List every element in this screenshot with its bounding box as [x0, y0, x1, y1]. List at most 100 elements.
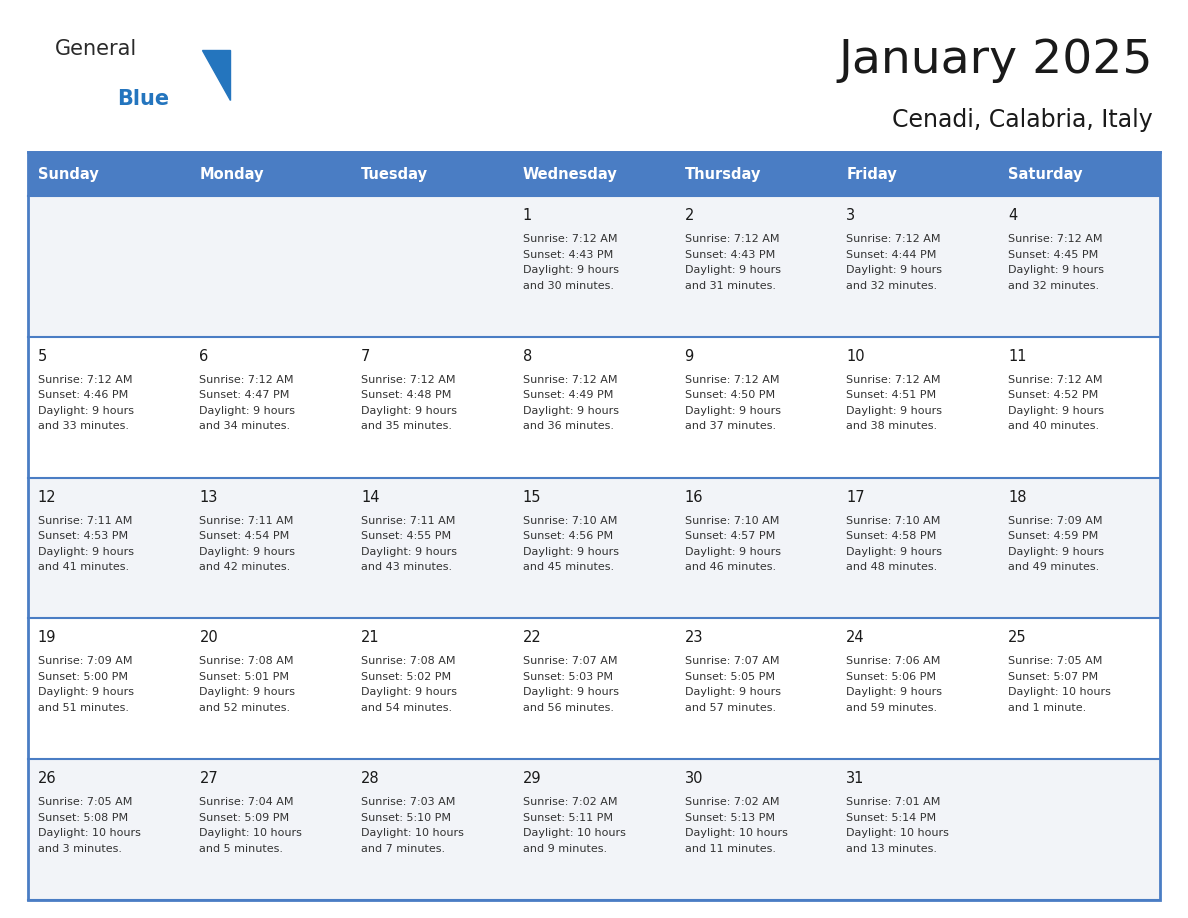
Text: Sunset: 4:51 PM: Sunset: 4:51 PM: [846, 390, 936, 400]
Bar: [836, 337, 998, 477]
Text: Daylight: 9 hours: Daylight: 9 hours: [200, 406, 296, 416]
Text: Daylight: 9 hours: Daylight: 9 hours: [361, 688, 457, 698]
Bar: [998, 619, 1159, 759]
Text: 3: 3: [846, 208, 855, 223]
Text: Sunrise: 7:01 AM: Sunrise: 7:01 AM: [846, 797, 941, 807]
Text: and 7 minutes.: and 7 minutes.: [361, 844, 446, 854]
Bar: [836, 759, 998, 900]
Text: and 35 minutes.: and 35 minutes.: [361, 421, 453, 431]
Text: 1: 1: [523, 208, 532, 223]
Bar: [190, 477, 352, 619]
Text: Sunrise: 7:10 AM: Sunrise: 7:10 AM: [523, 516, 618, 526]
Bar: [190, 152, 352, 196]
Text: Sunset: 5:03 PM: Sunset: 5:03 PM: [523, 672, 613, 682]
Text: Sunset: 5:13 PM: Sunset: 5:13 PM: [684, 812, 775, 823]
Text: Sunrise: 7:12 AM: Sunrise: 7:12 AM: [38, 375, 132, 385]
Text: Sunset: 4:47 PM: Sunset: 4:47 PM: [200, 390, 290, 400]
Bar: [29, 619, 190, 759]
Text: 7: 7: [361, 349, 371, 364]
Text: Sunset: 5:10 PM: Sunset: 5:10 PM: [361, 812, 451, 823]
Bar: [513, 196, 675, 337]
Bar: [836, 619, 998, 759]
Bar: [675, 619, 836, 759]
Text: Sunset: 4:49 PM: Sunset: 4:49 PM: [523, 390, 613, 400]
Text: and 3 minutes.: and 3 minutes.: [38, 844, 121, 854]
Text: and 40 minutes.: and 40 minutes.: [1007, 421, 1099, 431]
Bar: [675, 196, 836, 337]
Text: and 13 minutes.: and 13 minutes.: [846, 844, 937, 854]
Text: Sunrise: 7:12 AM: Sunrise: 7:12 AM: [1007, 375, 1102, 385]
Text: Sunrise: 7:06 AM: Sunrise: 7:06 AM: [846, 656, 941, 666]
Text: Sunset: 4:44 PM: Sunset: 4:44 PM: [846, 250, 936, 260]
Text: Friday: Friday: [846, 166, 897, 182]
Text: and 59 minutes.: and 59 minutes.: [846, 703, 937, 713]
Bar: [190, 337, 352, 477]
Text: 26: 26: [38, 771, 56, 786]
Bar: [190, 619, 352, 759]
Text: 13: 13: [200, 489, 217, 505]
Text: 24: 24: [846, 631, 865, 645]
Text: Sunrise: 7:08 AM: Sunrise: 7:08 AM: [361, 656, 456, 666]
Bar: [29, 152, 1159, 900]
Text: Blue: Blue: [116, 89, 169, 109]
Text: Sunrise: 7:02 AM: Sunrise: 7:02 AM: [523, 797, 618, 807]
Text: Sunrise: 7:11 AM: Sunrise: 7:11 AM: [38, 516, 132, 526]
Text: 20: 20: [200, 631, 219, 645]
Text: Sunset: 5:05 PM: Sunset: 5:05 PM: [684, 672, 775, 682]
Polygon shape: [202, 50, 230, 100]
Text: and 36 minutes.: and 36 minutes.: [523, 421, 614, 431]
Text: and 56 minutes.: and 56 minutes.: [523, 703, 614, 713]
Text: Saturday: Saturday: [1007, 166, 1082, 182]
Text: 23: 23: [684, 631, 703, 645]
Text: 10: 10: [846, 349, 865, 364]
Text: Sunset: 4:54 PM: Sunset: 4:54 PM: [200, 532, 290, 541]
Text: Sunrise: 7:12 AM: Sunrise: 7:12 AM: [684, 375, 779, 385]
Bar: [675, 759, 836, 900]
Text: Sunset: 4:55 PM: Sunset: 4:55 PM: [361, 532, 451, 541]
Text: 27: 27: [200, 771, 219, 786]
Text: 15: 15: [523, 489, 542, 505]
Text: and 43 minutes.: and 43 minutes.: [361, 562, 453, 572]
Text: Sunset: 4:58 PM: Sunset: 4:58 PM: [846, 532, 936, 541]
Text: Sunrise: 7:12 AM: Sunrise: 7:12 AM: [523, 375, 618, 385]
Text: Thursday: Thursday: [684, 166, 762, 182]
Text: Sunset: 4:43 PM: Sunset: 4:43 PM: [684, 250, 775, 260]
Text: 30: 30: [684, 771, 703, 786]
Text: Sunrise: 7:12 AM: Sunrise: 7:12 AM: [684, 234, 779, 244]
Text: and 33 minutes.: and 33 minutes.: [38, 421, 128, 431]
Text: Sunrise: 7:08 AM: Sunrise: 7:08 AM: [200, 656, 293, 666]
Text: and 54 minutes.: and 54 minutes.: [361, 703, 453, 713]
Text: and 57 minutes.: and 57 minutes.: [684, 703, 776, 713]
Text: Sunrise: 7:05 AM: Sunrise: 7:05 AM: [38, 797, 132, 807]
Text: and 41 minutes.: and 41 minutes.: [38, 562, 128, 572]
Text: Sunrise: 7:12 AM: Sunrise: 7:12 AM: [523, 234, 618, 244]
Text: and 30 minutes.: and 30 minutes.: [523, 281, 614, 290]
Text: and 9 minutes.: and 9 minutes.: [523, 844, 607, 854]
Text: Sunset: 4:43 PM: Sunset: 4:43 PM: [523, 250, 613, 260]
Text: 16: 16: [684, 489, 703, 505]
Bar: [675, 477, 836, 619]
Text: 11: 11: [1007, 349, 1026, 364]
Text: Daylight: 9 hours: Daylight: 9 hours: [846, 546, 942, 556]
Text: 18: 18: [1007, 489, 1026, 505]
Text: and 52 minutes.: and 52 minutes.: [200, 703, 291, 713]
Text: 25: 25: [1007, 631, 1026, 645]
Bar: [836, 152, 998, 196]
Text: Sunrise: 7:07 AM: Sunrise: 7:07 AM: [523, 656, 618, 666]
Text: Sunrise: 7:12 AM: Sunrise: 7:12 AM: [361, 375, 456, 385]
Text: Monday: Monday: [200, 166, 264, 182]
Text: and 38 minutes.: and 38 minutes.: [846, 421, 937, 431]
Text: 9: 9: [684, 349, 694, 364]
Text: 22: 22: [523, 631, 542, 645]
Text: Daylight: 10 hours: Daylight: 10 hours: [846, 828, 949, 838]
Text: Sunrise: 7:09 AM: Sunrise: 7:09 AM: [38, 656, 132, 666]
Text: Sunset: 4:48 PM: Sunset: 4:48 PM: [361, 390, 451, 400]
Text: Sunrise: 7:10 AM: Sunrise: 7:10 AM: [846, 516, 941, 526]
Bar: [190, 759, 352, 900]
Text: Daylight: 9 hours: Daylight: 9 hours: [684, 406, 781, 416]
Text: Daylight: 9 hours: Daylight: 9 hours: [846, 688, 942, 698]
Text: Sunrise: 7:03 AM: Sunrise: 7:03 AM: [361, 797, 455, 807]
Text: Sunset: 4:50 PM: Sunset: 4:50 PM: [684, 390, 775, 400]
Bar: [513, 477, 675, 619]
Text: and 5 minutes.: and 5 minutes.: [200, 844, 284, 854]
